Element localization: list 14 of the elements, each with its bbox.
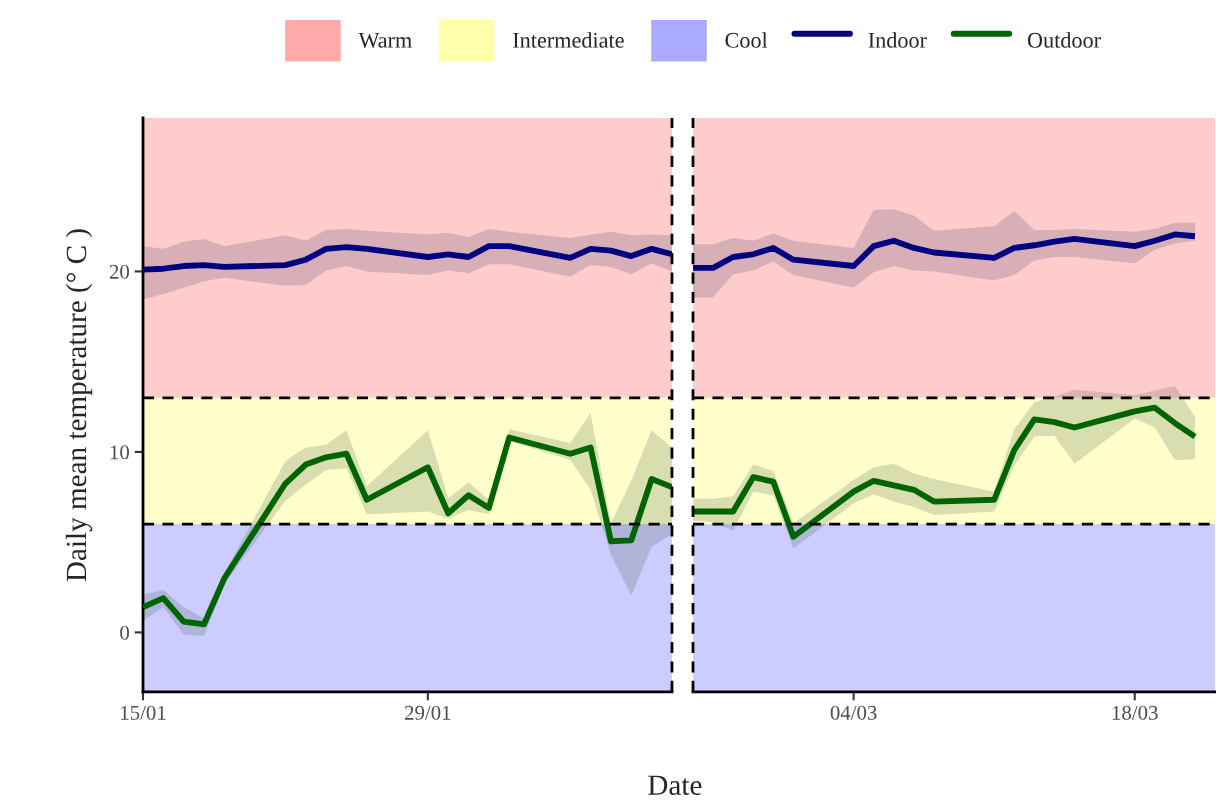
y-tick-label: 10 — [110, 445, 130, 460]
y-tick-label: 0 — [120, 625, 130, 640]
x-tick-label: 04/03 — [830, 705, 877, 720]
legend-label: Indoor — [868, 32, 927, 48]
y-tick-label: 20 — [109, 264, 130, 279]
x-tick-label: 15/01 — [121, 705, 166, 720]
x-tick-label: 29/01 — [405, 705, 451, 720]
legend-label: Outdoor — [1027, 32, 1101, 48]
legend-label: Warm — [358, 33, 412, 48]
y-axis-title: Daily mean temperature (° C ) — [65, 229, 93, 582]
x-tick-label: 18/03 — [1112, 705, 1158, 720]
legend-label: Intermediate — [513, 32, 624, 48]
x-axis-title: Date — [648, 775, 702, 796]
legend-label: Cool — [725, 32, 768, 48]
